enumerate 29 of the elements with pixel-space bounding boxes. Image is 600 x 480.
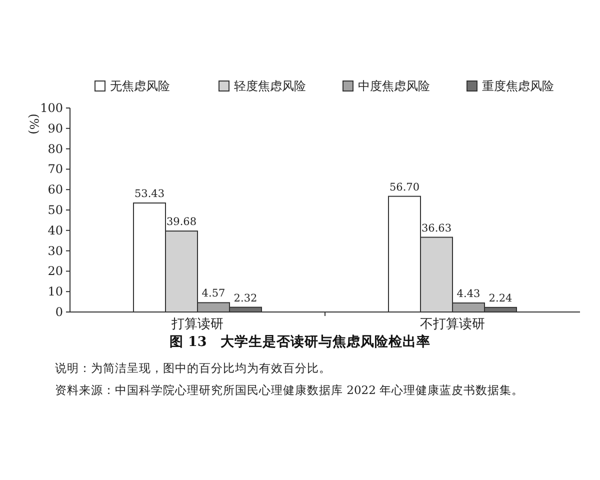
y-tick-label: 90 — [48, 121, 63, 136]
legend-label: 无焦虑风险 — [110, 79, 170, 93]
data-label: 4.57 — [202, 288, 226, 300]
data-label: 36.63 — [421, 222, 452, 234]
data-label: 4.43 — [456, 288, 480, 300]
y-tick-label: 60 — [48, 182, 63, 197]
y-tick-label: 50 — [48, 203, 63, 217]
data-label: 2.24 — [488, 292, 513, 304]
legend-label: 重度焦虑风险 — [482, 79, 554, 93]
data-label: 39.68 — [166, 216, 197, 228]
y-tick-label: 30 — [48, 244, 63, 258]
y-tick-label: 20 — [48, 264, 63, 278]
data-label: 2.32 — [234, 292, 258, 304]
y-tick-label: 70 — [48, 162, 63, 176]
text: 图 13 大学生是否读研与焦虑风险检出率 — [169, 333, 431, 350]
data-label: 56.70 — [389, 181, 420, 194]
y-tick-label: 0 — [55, 305, 63, 319]
y-tick-label: 100 — [40, 101, 63, 115]
x-tick-label: 不打算读研 — [420, 317, 485, 332]
text: 资料来源：中国科学院心理研究所国民心理健康数据库 2022 年心理健康蓝皮书数据集。 — [55, 383, 524, 397]
y-tick-label: 80 — [48, 142, 63, 156]
data-label: 53.43 — [134, 188, 165, 200]
legend-label: 中度焦虑风险 — [358, 79, 430, 93]
text: 说明：为简洁呈现，图中的百分比均为有效百分比。 — [55, 361, 331, 375]
legend-label: 轻度焦虑风险 — [234, 79, 306, 93]
x-tick-label: 打算读研 — [170, 317, 224, 332]
y-tick-label: 10 — [48, 284, 63, 299]
y-tick-label: 40 — [48, 223, 63, 238]
y-axis-title: (%) — [27, 114, 41, 134]
